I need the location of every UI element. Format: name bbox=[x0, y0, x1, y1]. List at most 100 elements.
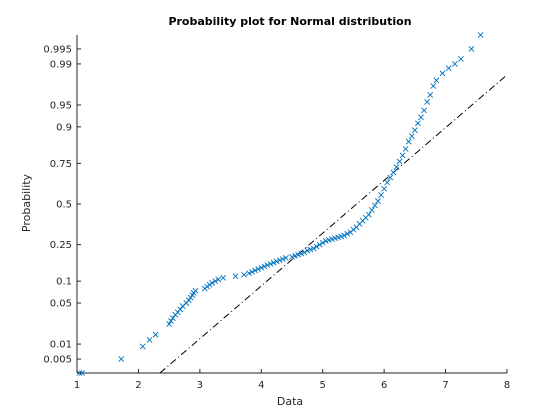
data-point bbox=[212, 278, 219, 285]
data-point bbox=[301, 249, 308, 256]
x-tick-label: 4 bbox=[258, 380, 264, 391]
data-point-stroke bbox=[301, 249, 308, 256]
x-tick-label: 2 bbox=[135, 380, 141, 391]
data-point bbox=[270, 259, 277, 266]
x-tick-label: 7 bbox=[442, 380, 448, 391]
data-point-stroke bbox=[76, 370, 83, 376]
y-tick-label: 0.01 bbox=[50, 340, 72, 351]
data-point-stroke bbox=[270, 259, 277, 266]
data-point bbox=[310, 245, 317, 252]
data-point bbox=[384, 179, 391, 186]
data-point-stroke bbox=[220, 274, 227, 281]
data-point-stroke bbox=[177, 306, 184, 313]
data-point bbox=[246, 270, 252, 277]
data-point bbox=[399, 152, 406, 159]
data-point-stroke bbox=[411, 127, 418, 134]
y-tick-label: 0.05 bbox=[50, 299, 72, 310]
data-point-stroke bbox=[427, 91, 434, 98]
data-point bbox=[408, 133, 415, 140]
y-tick-label: 0.995 bbox=[43, 44, 72, 55]
data-point-stroke bbox=[298, 250, 305, 257]
data-point bbox=[292, 252, 298, 259]
data-point bbox=[375, 198, 381, 204]
data-point bbox=[415, 120, 421, 127]
data-point-stroke bbox=[368, 207, 375, 213]
data-point bbox=[424, 99, 431, 105]
data-point bbox=[368, 207, 375, 213]
data-point bbox=[185, 297, 192, 304]
y-tick-label: 0.25 bbox=[50, 240, 72, 251]
data-point bbox=[192, 287, 199, 294]
data-point-stroke bbox=[273, 258, 280, 265]
x-tick-label: 1 bbox=[74, 380, 80, 391]
data-point bbox=[258, 264, 265, 271]
data-point-stroke bbox=[344, 230, 351, 237]
data-point-stroke bbox=[261, 263, 268, 270]
data-point-stroke bbox=[421, 107, 427, 114]
data-point-stroke bbox=[468, 46, 475, 52]
data-point-stroke bbox=[424, 99, 431, 105]
data-point-stroke bbox=[378, 191, 384, 198]
data-point bbox=[316, 241, 323, 248]
data-point bbox=[289, 253, 295, 260]
data-point-stroke bbox=[179, 303, 186, 309]
data-point-stroke bbox=[118, 356, 125, 362]
data-point bbox=[313, 243, 320, 250]
data-point bbox=[390, 169, 397, 176]
x-tick-label: 6 bbox=[381, 380, 387, 391]
data-point bbox=[76, 370, 83, 376]
data-point bbox=[344, 230, 351, 237]
x-tick-label: 3 bbox=[197, 380, 203, 391]
data-point bbox=[378, 191, 384, 198]
data-point bbox=[252, 267, 259, 274]
data-point-stroke bbox=[276, 257, 283, 264]
data-point bbox=[220, 274, 227, 281]
data-point bbox=[396, 158, 403, 165]
y-tick-label: 0.95 bbox=[50, 100, 72, 111]
data-point-stroke bbox=[241, 271, 248, 278]
data-point-stroke bbox=[365, 211, 372, 218]
data-point-stroke bbox=[258, 264, 265, 271]
data-point-stroke bbox=[249, 268, 255, 275]
data-point bbox=[433, 77, 440, 84]
data-point-stroke bbox=[292, 252, 298, 259]
data-point-stroke bbox=[279, 256, 286, 263]
data-point-stroke bbox=[267, 260, 274, 267]
data-point-stroke bbox=[215, 276, 222, 283]
x-tick-label: 8 bbox=[504, 380, 510, 391]
data-point bbox=[267, 260, 274, 267]
data-point bbox=[387, 174, 394, 181]
data-point bbox=[215, 276, 222, 283]
data-point-stroke bbox=[152, 331, 159, 338]
data-point bbox=[372, 202, 378, 209]
data-point-stroke bbox=[458, 56, 464, 62]
data-point-stroke bbox=[192, 287, 199, 294]
data-point bbox=[206, 281, 213, 288]
y-tick-label: 0.1 bbox=[56, 277, 72, 288]
data-point bbox=[232, 273, 239, 280]
data-point bbox=[264, 262, 271, 269]
data-point bbox=[430, 83, 437, 89]
data-point bbox=[282, 255, 289, 261]
data-point bbox=[439, 70, 446, 77]
data-point bbox=[319, 239, 326, 246]
data-point-stroke bbox=[408, 133, 415, 140]
data-point bbox=[139, 343, 146, 350]
data-point-stroke bbox=[477, 32, 484, 38]
data-point bbox=[477, 32, 484, 38]
data-point-stroke bbox=[255, 266, 262, 272]
data-point-stroke bbox=[313, 243, 320, 250]
data-point bbox=[249, 268, 255, 275]
y-axis-label: Probability bbox=[20, 173, 33, 232]
data-point bbox=[241, 271, 248, 278]
data-point-stroke bbox=[169, 315, 176, 322]
data-point bbox=[445, 65, 452, 72]
data-point-stroke bbox=[168, 318, 174, 324]
data-point bbox=[421, 107, 427, 114]
data-point bbox=[341, 232, 348, 239]
data-point bbox=[393, 164, 400, 171]
data-point-stroke bbox=[418, 114, 424, 121]
data-point bbox=[255, 266, 262, 272]
data-point bbox=[261, 263, 268, 270]
